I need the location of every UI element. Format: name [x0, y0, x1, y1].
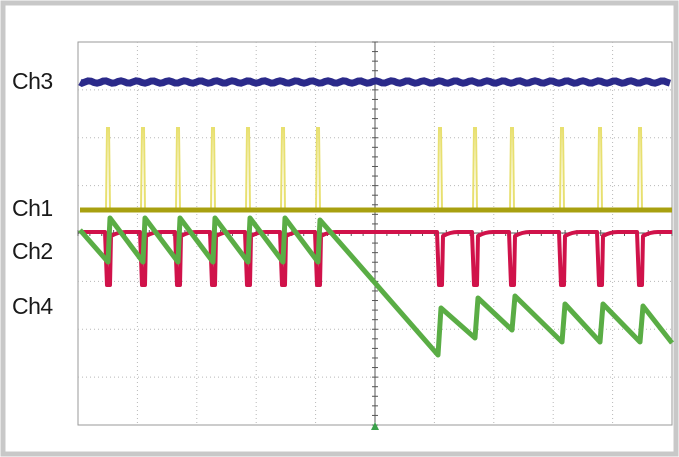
channel-label: Ch4	[12, 293, 53, 319]
channel-label: Ch2	[12, 238, 53, 264]
channel-label: Ch1	[12, 195, 53, 221]
channel-label: Ch3	[12, 68, 53, 94]
ch2-trace	[80, 230, 672, 287]
ch4-trace	[78, 215, 674, 358]
trigger-marker	[371, 422, 379, 430]
traces	[78, 77, 674, 358]
ch3-trace	[78, 77, 672, 87]
